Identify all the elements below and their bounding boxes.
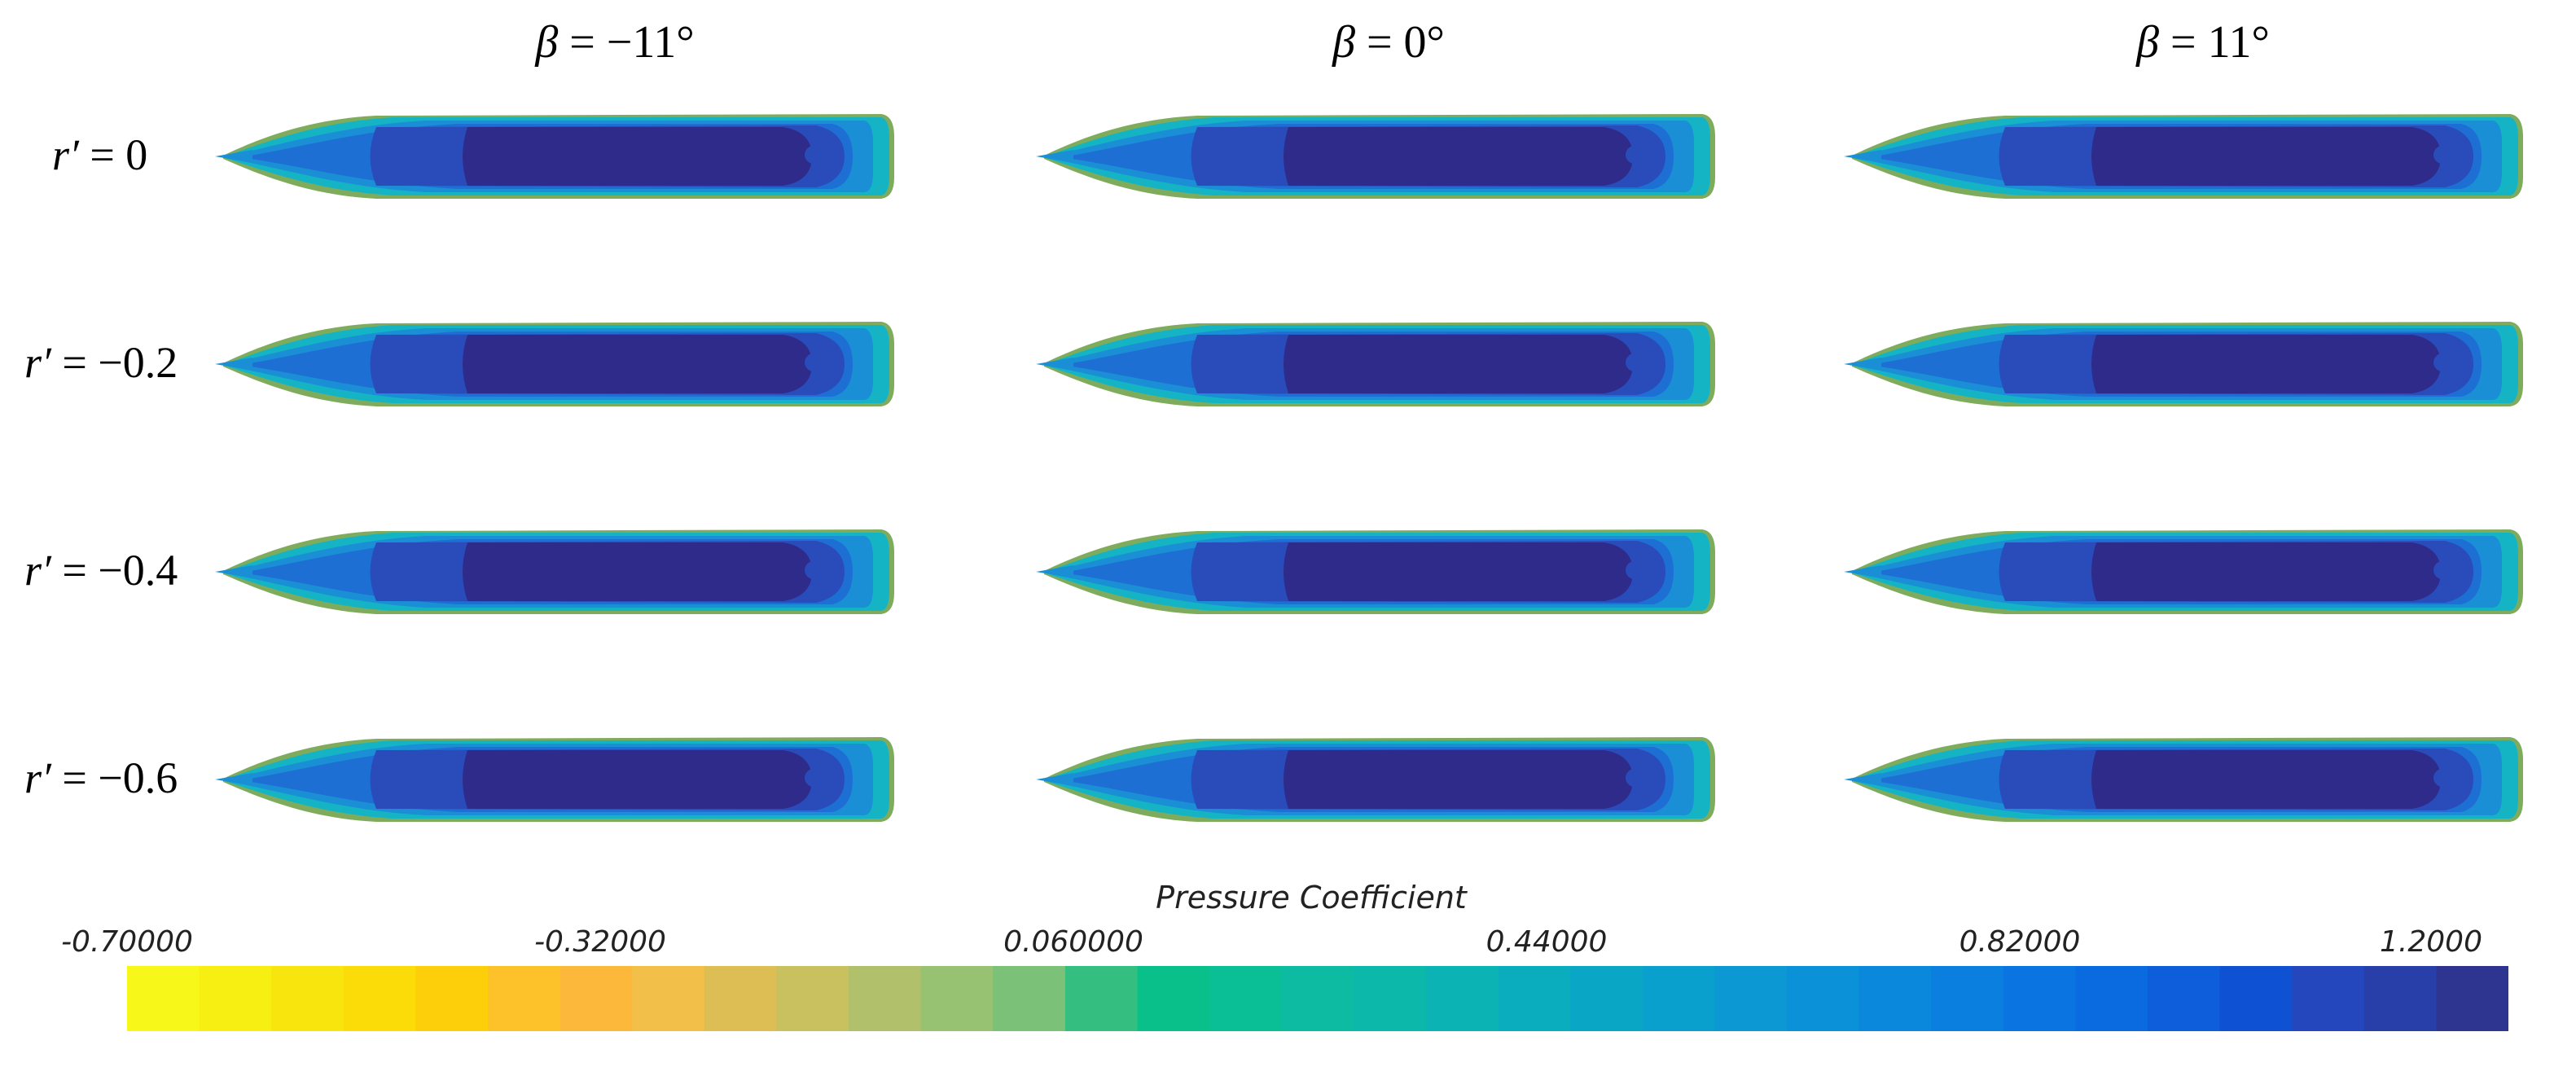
hull-contour-core <box>2091 335 2441 393</box>
colorbar-swatch <box>488 966 561 1031</box>
hull-stern-mark <box>805 560 827 580</box>
colorbar-swatch <box>1354 966 1427 1031</box>
hull-bow-tip <box>215 565 252 578</box>
colorbar <box>127 966 2508 1031</box>
colorbar-swatch <box>2292 966 2365 1031</box>
hull-bow-tip <box>215 150 252 163</box>
hull-pressure-contour <box>215 529 894 614</box>
colorbar-swatch <box>993 966 1066 1031</box>
colorbar-swatch <box>704 966 778 1031</box>
colorbar-tick-label: -0.32000 <box>534 925 666 959</box>
row-label-r-neg0-6: r′ = −0.6 <box>24 753 178 802</box>
hull-pressure-contour <box>1036 737 1715 822</box>
colorbar-swatch <box>127 966 200 1031</box>
colorbar-tick-label: -0.70000 <box>61 925 193 959</box>
colorbar-swatch <box>199 966 272 1031</box>
row-label-r-neg0-4: r′ = −0.4 <box>24 546 178 595</box>
colorbar-tick-label: 0.060000 <box>1003 925 1143 959</box>
hull-stern-mark <box>1626 353 1648 372</box>
hull-stern-mark <box>805 768 827 788</box>
hull-pressure-contour <box>1036 322 1715 406</box>
hull-pressure-contour <box>1844 529 2523 614</box>
hull-bow-tip <box>1844 565 1881 578</box>
hull-stern-mark <box>1626 145 1648 165</box>
colorbar-swatch <box>849 966 922 1031</box>
hull-pressure-contour <box>1036 114 1715 199</box>
hull-stern-mark <box>2433 560 2456 580</box>
colorbar-swatch <box>2219 966 2293 1031</box>
column-header-beta-neg11: β = −11° <box>535 17 695 68</box>
colorbar-swatch <box>1570 966 1643 1031</box>
colorbar-tick-label: 0.44000 <box>1485 925 1608 959</box>
hull-stern-mark <box>805 145 827 165</box>
hull-contour-core <box>463 542 812 601</box>
colorbar-swatch <box>2363 966 2437 1031</box>
colorbar-swatch <box>1931 966 2004 1031</box>
colorbar-tick-label: 1.2000 <box>2380 925 2482 959</box>
colorbar-swatch <box>560 966 633 1031</box>
hull-contour-core <box>1284 335 1633 393</box>
hull-contour-core <box>463 750 812 809</box>
column-header-beta-11: β = 11° <box>2136 17 2270 68</box>
hull-bow-tip <box>1036 358 1073 371</box>
colorbar-swatch <box>1714 966 1788 1031</box>
colorbar-swatch <box>2147 966 2221 1031</box>
hull-bow-tip <box>215 358 252 371</box>
colorbar-swatch <box>920 966 994 1031</box>
hull-contour-core <box>2091 127 2441 186</box>
colorbar-title: Pressure Coefficient <box>1156 880 1467 916</box>
column-header-beta-0: β = 0° <box>1332 17 1445 68</box>
hull-contour-core <box>2091 750 2441 809</box>
colorbar-swatch <box>1786 966 1860 1031</box>
hull-bow-tip <box>1036 565 1073 578</box>
hull-stern-mark <box>1626 768 1648 788</box>
hull-bow-tip <box>1844 358 1881 371</box>
colorbar-swatch <box>776 966 849 1031</box>
colorbar-swatch <box>2003 966 2076 1031</box>
hull-stern-mark <box>805 353 827 372</box>
hull-bow-tip <box>1036 773 1073 786</box>
hull-stern-mark <box>2433 145 2456 165</box>
colorbar-swatch <box>1064 966 1139 1031</box>
hull-bow-tip <box>215 773 252 786</box>
hull-bow-tip <box>1036 150 1073 163</box>
hull-contour-core <box>463 335 812 393</box>
hull-contour-core <box>2091 542 2441 601</box>
hull-pressure-contour <box>1844 114 2523 199</box>
colorbar-swatch <box>271 966 344 1031</box>
hull-pressure-contour <box>1844 322 2523 406</box>
colorbar-swatch <box>343 966 417 1031</box>
colorbar-swatch <box>1281 966 1354 1031</box>
colorbar-swatch <box>632 966 705 1031</box>
colorbar-tick-label: 0.82000 <box>1959 925 2081 959</box>
hull-stern-mark <box>2433 768 2456 788</box>
hull-contour-core <box>1284 542 1633 601</box>
row-label-r-neg0-2: r′ = −0.2 <box>24 338 178 387</box>
hull-contour-core <box>1284 127 1633 186</box>
colorbar-swatch <box>2075 966 2148 1031</box>
colorbar-swatch <box>1425 966 1499 1031</box>
colorbar-swatch <box>1498 966 1571 1031</box>
colorbar-swatch <box>1137 966 1210 1031</box>
hull-bow-tip <box>1844 773 1881 786</box>
hull-stern-mark <box>1626 560 1648 580</box>
hull-pressure-contour <box>215 114 894 199</box>
hull-contour-core <box>463 127 812 186</box>
hull-stern-mark <box>2433 353 2456 372</box>
colorbar-swatch <box>1209 966 1283 1031</box>
colorbar-swatch <box>1858 966 1932 1031</box>
hull-pressure-contour <box>215 737 894 822</box>
hull-pressure-contour <box>1036 529 1715 614</box>
row-label-r-0: r′ = 0 <box>52 130 148 179</box>
colorbar-swatch <box>2436 966 2508 1031</box>
colorbar-swatch <box>1642 966 1715 1031</box>
hull-contour-core <box>1284 750 1633 809</box>
colorbar-swatch <box>415 966 489 1031</box>
hull-pressure-contour <box>215 322 894 406</box>
hull-bow-tip <box>1844 150 1881 163</box>
hull-pressure-contour <box>1844 737 2523 822</box>
